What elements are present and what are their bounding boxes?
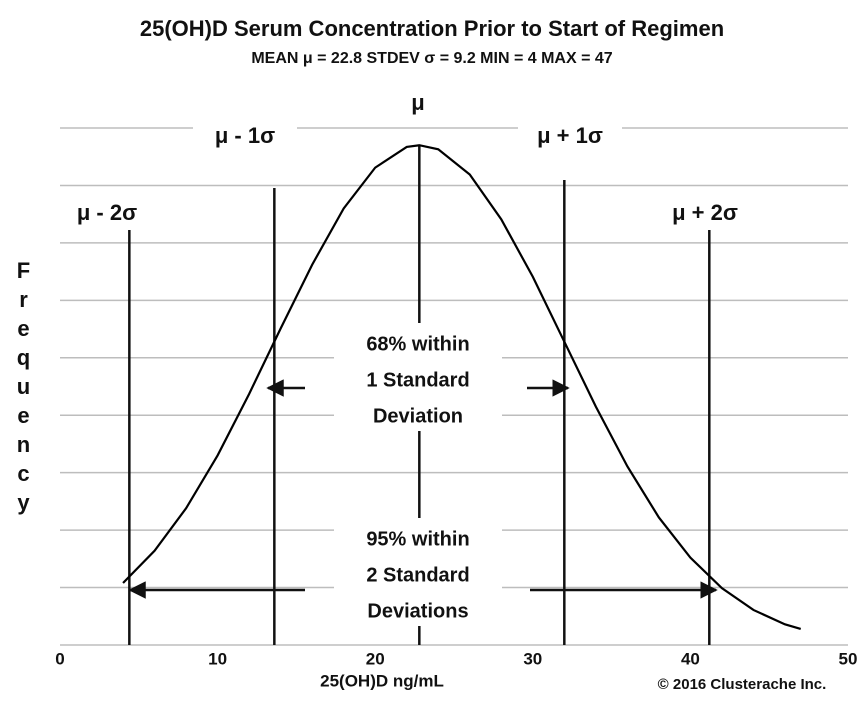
label-bg — [518, 121, 622, 153]
annotation-text: Deviations — [367, 600, 468, 622]
annotation-bg — [334, 323, 502, 431]
annotation-text: Deviation — [373, 405, 463, 427]
annotation-text: 1 Standard — [366, 369, 469, 391]
annotation-bg — [334, 518, 502, 626]
chart-title: 25(OH)D Serum Concentration Prior to Sta… — [140, 16, 724, 41]
chart-subtitle: MEAN μ = 22.8 STDEV σ = 9.2 MIN = 4 MAX … — [251, 50, 612, 67]
x-tick-label: 10 — [208, 649, 227, 668]
label-bg — [55, 198, 159, 230]
x-tick-label: 0 — [55, 649, 64, 668]
reference-label: μ - 1σ — [215, 123, 275, 148]
x-tick-label: 20 — [366, 649, 385, 668]
annotation-text: 68% within — [366, 333, 469, 355]
x-tick-label: 30 — [523, 649, 542, 668]
x-axis-label: 25(OH)D ng/mL — [320, 671, 444, 690]
curve — [122, 144, 802, 630]
reference-label: μ + 2σ — [672, 200, 738, 225]
annotation-text: 95% within — [366, 528, 469, 550]
y-axis-label: Frequency — [11, 258, 36, 519]
x-tick-label: 50 — [839, 649, 858, 668]
x-tick-label: 40 — [681, 649, 700, 668]
reference-label: μ + 1σ — [537, 123, 603, 148]
label-bg — [366, 88, 470, 120]
label-bg — [193, 121, 297, 153]
credit: © 2016 Clusterache Inc. — [658, 676, 827, 693]
annotation-text: 2 Standard — [366, 564, 469, 586]
reference-label: μ - 2σ — [77, 200, 137, 225]
label-bg — [653, 198, 757, 230]
reference-label: μ — [411, 90, 424, 115]
